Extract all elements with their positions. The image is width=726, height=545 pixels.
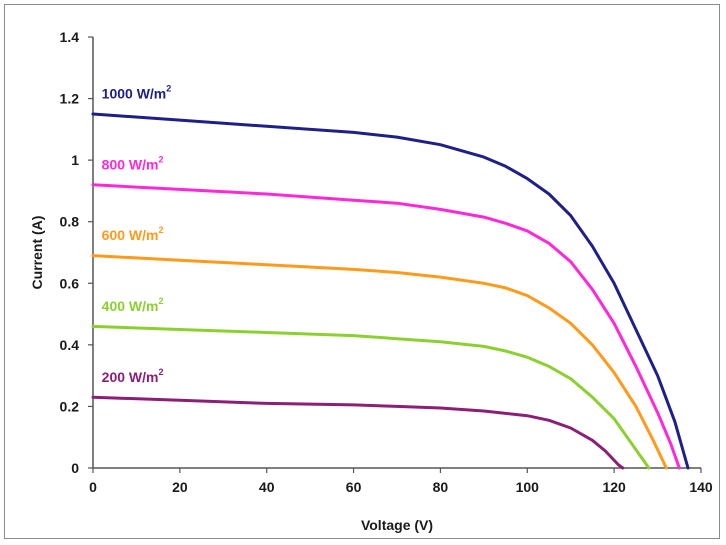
series-label-1: 800 W/m2: [102, 154, 164, 172]
series-line-3: [91, 324, 651, 470]
series-label-text: 200 W/m: [102, 369, 159, 385]
series-line-2: [91, 254, 668, 470]
y-tick-label: 0.6: [60, 275, 80, 291]
axes: [92, 37, 701, 469]
x-tick-label: 60: [346, 479, 362, 495]
series-lines: [91, 112, 690, 470]
series-label-3: 400 W/m2: [102, 296, 164, 314]
series-label-superscript: 2: [158, 367, 163, 377]
series-label-superscript: 2: [158, 154, 163, 164]
series-label-4: 200 W/m2: [102, 367, 164, 385]
y-tick-label: 0.2: [60, 398, 80, 414]
y-tick-label: 1.2: [60, 91, 80, 107]
y-axis-title: Current (A): [29, 216, 45, 290]
y-tick-label: 0.8: [60, 214, 80, 230]
x-tick-label: 120: [602, 479, 626, 495]
x-tick-label: 0: [89, 479, 97, 495]
y-tick-label: 1: [71, 152, 79, 168]
series-label-text: 800 W/m: [102, 156, 159, 172]
series-label-text: 1000 W/m: [102, 86, 167, 102]
series-line-1: [91, 183, 681, 470]
y-tick-label: 0: [71, 460, 79, 476]
series-label-2: 600 W/m2: [102, 225, 164, 243]
series-label-superscript: 2: [158, 296, 163, 306]
x-tick-label: 20: [172, 479, 188, 495]
y-ticks: 0 0.2 0.4 0.6 0.8 1 1.2 1.4: [60, 29, 93, 476]
y-tick-label: 0.4: [60, 337, 80, 353]
x-tick-label: 40: [259, 479, 275, 495]
series-label-text: 600 W/m: [102, 227, 159, 243]
x-tick-label: 100: [516, 479, 540, 495]
series-label-superscript: 2: [158, 225, 163, 235]
x-axis-title: Voltage (V): [361, 517, 433, 533]
series-label-0: 1000 W/m2: [102, 84, 172, 102]
series-line-4: [91, 395, 625, 470]
series-label-superscript: 2: [166, 84, 171, 94]
series-line-0: [91, 112, 690, 470]
y-tick-label: 1.4: [60, 29, 80, 45]
x-ticks: 0 20 40 60 80 100 120 140: [89, 468, 713, 495]
series-label-text: 400 W/m: [102, 298, 159, 314]
x-tick-label: 140: [689, 479, 713, 495]
x-tick-label: 80: [433, 479, 449, 495]
